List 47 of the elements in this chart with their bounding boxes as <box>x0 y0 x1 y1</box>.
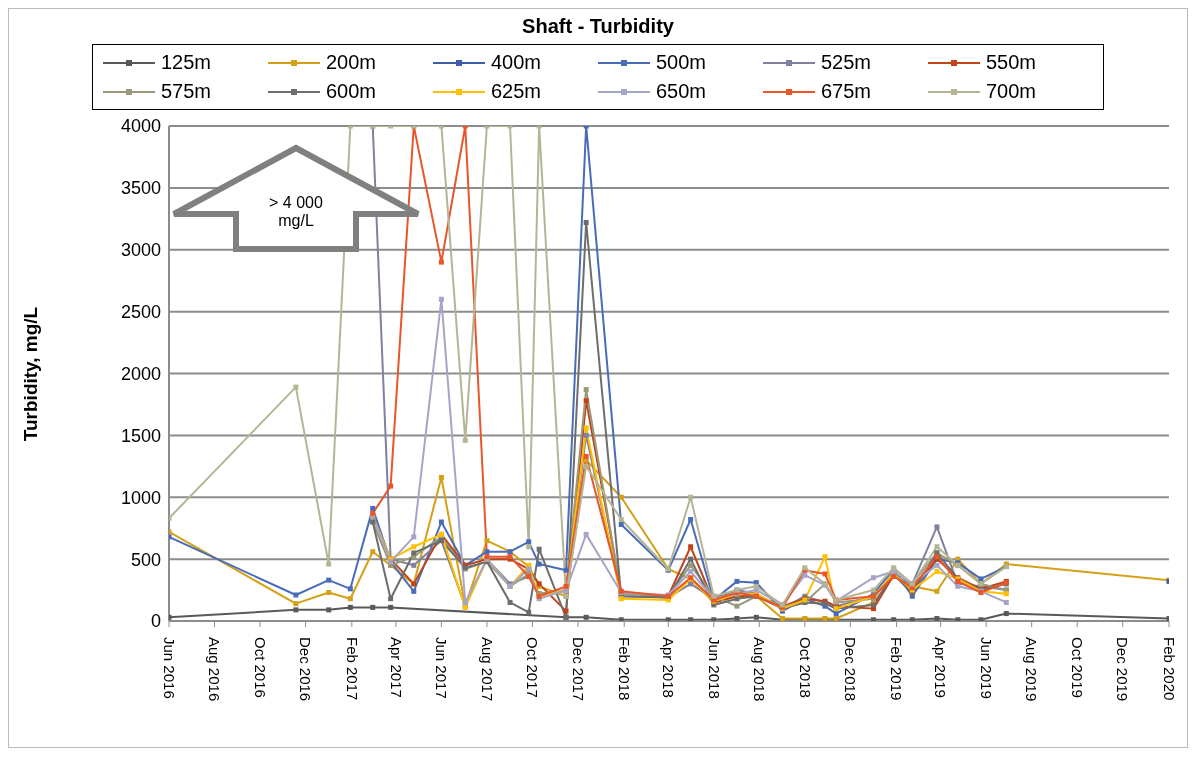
annotation: > 4 000 mg/L <box>268 194 324 230</box>
legend-label: 575m <box>161 80 212 103</box>
x-tick-label: Jun 2016 <box>160 637 178 699</box>
y-tick-label: 3500 <box>120 178 161 199</box>
y-tick-label: 4000 <box>120 116 161 137</box>
legend-label: 200m <box>326 51 377 74</box>
x-tick-label: Jun 2018 <box>705 637 723 699</box>
legend-label: 525m <box>821 51 872 74</box>
y-tick-label: 1500 <box>120 425 161 446</box>
y-tick-label: 2500 <box>120 302 161 323</box>
x-tick-label: Dec 2016 <box>297 637 315 702</box>
x-tick-label: Oct 2019 <box>1068 637 1086 698</box>
x-tick-label: Aug 2019 <box>1023 637 1041 702</box>
y-axis-title: Turbidity, mg/L <box>20 306 42 441</box>
x-tick-label: Jun 2017 <box>433 637 451 699</box>
legend-label: 625m <box>491 80 542 103</box>
x-tick-label: Feb 2020 <box>1160 637 1178 701</box>
y-tick-label: 1000 <box>120 487 161 508</box>
x-tick-label: Oct 2017 <box>524 637 542 698</box>
x-tick-label: Oct 2018 <box>796 637 814 698</box>
x-tick-label: Apr 2017 <box>387 637 405 698</box>
x-tick-label: Dec 2019 <box>1114 637 1132 702</box>
x-tick-label: Dec 2017 <box>569 637 587 702</box>
chart-title: Shaft - Turbidity <box>521 15 675 38</box>
x-tick-label: Apr 2018 <box>660 637 677 698</box>
y-tick-label: 0 <box>150 611 161 632</box>
legend-label: 500m <box>656 51 707 74</box>
x-tick-label: Feb 2018 <box>615 637 633 701</box>
legend-label: 400m <box>491 51 542 74</box>
x-tick-label: Apr 2019 <box>932 637 950 698</box>
legend-label: 675m <box>821 80 872 103</box>
legend-label: 600m <box>326 80 377 103</box>
x-tick-label: Jun 2019 <box>977 637 995 699</box>
x-tick-label: Aug 2017 <box>478 637 496 702</box>
x-tick-label: Feb 2017 <box>343 637 361 701</box>
legend-label: 700m <box>986 80 1037 103</box>
x-tick-label: Feb 2019 <box>888 637 906 701</box>
x-tick-label: Aug 2018 <box>751 637 769 702</box>
x-tick-label: Oct 2016 <box>251 637 269 698</box>
legend-label: 125m <box>161 51 212 74</box>
legend-label: 650m <box>656 80 707 103</box>
y-tick-label: 2000 <box>120 363 161 384</box>
x-tick-label: Dec 2018 <box>842 637 860 702</box>
x-tick-label: Aug 2016 <box>206 637 224 702</box>
y-tick-label: 3000 <box>120 240 161 261</box>
legend-label: 550m <box>986 51 1037 74</box>
y-tick-label: 500 <box>130 549 161 570</box>
